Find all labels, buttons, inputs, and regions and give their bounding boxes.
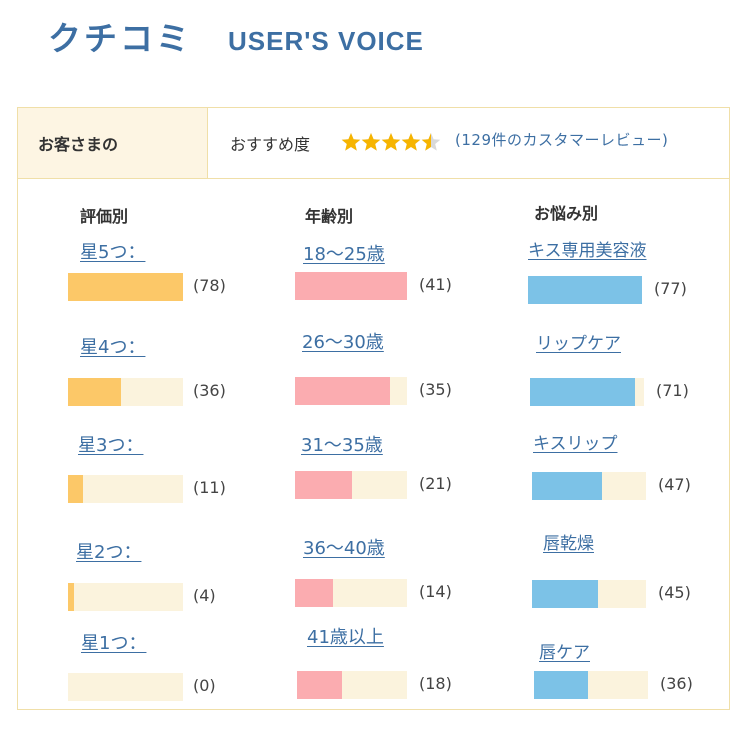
concern-filter-kiss-lip[interactable]: キスリップ [533, 434, 618, 454]
concern-bar-kiss-lip [532, 472, 646, 500]
concern-filter-dry-lips[interactable]: 唇乾燥 [543, 534, 594, 554]
rating-filter-2[interactable]: 星2つ： [76, 542, 142, 563]
age-bar-26-30-fill [295, 377, 391, 405]
rating-bar-3-fill [68, 475, 83, 503]
age-bar-26-30 [295, 377, 407, 405]
star-icon [401, 133, 421, 151]
rating-bar-4 [68, 378, 183, 406]
rating-count-4: (36) [193, 381, 226, 400]
concern-bar-dry-lips [532, 580, 646, 608]
concern-bar-lip-care [530, 378, 644, 406]
rating-count-1: (0) [193, 676, 216, 695]
rating-filter-4[interactable]: 星4つ： [80, 337, 146, 358]
star-icon [421, 133, 441, 151]
rating-summary-row: お客さまの おすすめ度 (129件のカスタマーレビュー) [18, 108, 729, 179]
star-icon [341, 133, 361, 151]
summary-label: お客さまの [18, 108, 208, 178]
section-heading: クチコミ USER'S VOICE [48, 10, 424, 60]
concern-filter-lip-care-2[interactable]: 唇ケア [539, 643, 590, 663]
concern-count-lip-care-2: (36) [660, 674, 693, 693]
heading-title-jp: クチコミ [48, 19, 192, 58]
concern-filter-kiss-serum[interactable]: キス専用美容液 [528, 241, 647, 261]
rating-filter-3[interactable]: 星3つ： [78, 435, 144, 456]
age-count-36-40: (14) [419, 582, 452, 601]
concern-bar-kiss-serum-fill [528, 276, 642, 304]
age-filter-41-plus[interactable]: 41歳以上 [307, 627, 384, 648]
rating-bar-5-fill [68, 273, 183, 301]
age-bar-18-25 [295, 272, 407, 300]
age-filter-26-30[interactable]: 26〜30歳 [302, 332, 384, 353]
rating-bar-2 [68, 583, 183, 611]
concern-count-lip-care: (71) [656, 381, 689, 400]
age-filter-31-35[interactable]: 31〜35歳 [301, 435, 383, 456]
review-summary-panel: お客さまの おすすめ度 (129件のカスタマーレビュー) 評価別 年齢別 お悩み… [17, 107, 730, 710]
age-bar-41-plus [297, 671, 407, 699]
age-filter-36-40[interactable]: 36〜40歳 [303, 538, 385, 559]
concern-bar-lip-care-fill [530, 378, 635, 406]
rating-count-2: (4) [193, 586, 216, 605]
rating-bar-1 [68, 673, 183, 701]
rating-bar-4-fill [68, 378, 121, 406]
concern-count-kiss-serum: (77) [654, 279, 687, 298]
concern-count-kiss-lip: (47) [658, 475, 691, 494]
rating-bar-2-fill [68, 583, 74, 611]
age-filter-18-25[interactable]: 18〜25歳 [303, 244, 385, 265]
age-count-26-30: (35) [419, 380, 452, 399]
recommend-label: おすすめ度 [230, 135, 311, 154]
column-title-concern: お悩み別 [534, 204, 599, 223]
rating-bar-3 [68, 475, 183, 503]
age-count-18-25: (41) [419, 275, 452, 294]
column-title-rating: 評価別 [80, 207, 129, 226]
concern-count-dry-lips: (45) [658, 583, 691, 602]
concern-bar-kiss-lip-fill [532, 472, 602, 500]
rating-count-5: (78) [193, 276, 226, 295]
concern-bar-lip-care-2 [534, 671, 648, 699]
age-bar-41-plus-fill [297, 671, 343, 699]
review-count-link[interactable]: (129件のカスタマーレビュー) [455, 130, 669, 149]
age-bar-18-25-fill [295, 272, 407, 300]
age-bar-36-40-fill [295, 579, 334, 607]
heading-title-en: USER'S VOICE [228, 26, 424, 56]
age-bar-31-35 [295, 471, 407, 499]
star-icon [381, 133, 401, 151]
rating-count-3: (11) [193, 478, 226, 497]
star-icon [361, 133, 381, 151]
concern-bar-dry-lips-fill [532, 580, 599, 608]
rating-filter-5[interactable]: 星5つ： [80, 242, 146, 263]
concern-filter-lip-care[interactable]: リップケア [536, 334, 621, 354]
age-count-41-plus: (18) [419, 674, 452, 693]
age-bar-36-40 [295, 579, 407, 607]
age-count-31-35: (21) [419, 474, 452, 493]
concern-bar-lip-care-2-fill [534, 671, 588, 699]
column-title-age: 年齢別 [305, 207, 354, 226]
age-bar-31-35-fill [295, 471, 353, 499]
concern-bar-kiss-serum [528, 276, 642, 304]
star-rating [341, 130, 441, 154]
rating-bar-5 [68, 273, 183, 301]
rating-filter-1[interactable]: 星1つ： [81, 633, 147, 654]
